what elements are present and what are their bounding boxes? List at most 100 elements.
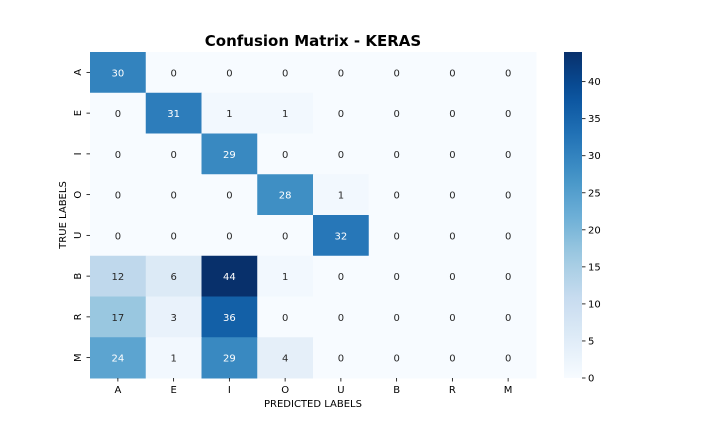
cell-value-label: 31 xyxy=(167,109,180,120)
cell-value-label: 0 xyxy=(505,68,511,79)
cell-value-label: 0 xyxy=(393,272,399,283)
y-axis-ticks: A E I O U B R M xyxy=(73,69,90,362)
heatmap-cell xyxy=(480,133,537,175)
cell-value-label: 1 xyxy=(282,272,288,283)
heatmap-cell xyxy=(480,296,537,338)
heatmap-cell xyxy=(201,255,258,297)
x-axis-label: PREDICTED LABELS xyxy=(264,399,362,410)
colorbar-tick-label: 25 xyxy=(588,188,601,199)
heatmap-cell xyxy=(313,296,370,338)
heatmap-cell xyxy=(145,215,202,257)
cell-value-label: 0 xyxy=(226,68,232,79)
y-tick-label: U xyxy=(73,232,84,239)
cell-value-label: 0 xyxy=(338,354,344,365)
heatmap-cell xyxy=(313,133,370,175)
cell-value-label: 0 xyxy=(170,68,176,79)
cell-value-label: 0 xyxy=(115,109,121,120)
heatmap-cell xyxy=(257,133,314,175)
heatmap-cell xyxy=(145,337,202,379)
x-tick-label: R xyxy=(449,385,456,396)
cell-value-label: 29 xyxy=(223,354,236,365)
cell-value-label: 0 xyxy=(282,150,288,161)
heatmap-cell xyxy=(90,296,147,338)
heatmap-cell xyxy=(90,255,147,297)
cell-value-label: 0 xyxy=(170,231,176,242)
cell-value-label: 0 xyxy=(115,231,121,242)
heatmap-cell xyxy=(313,52,370,94)
heatmap-cell xyxy=(145,296,202,338)
heatmap-cell xyxy=(480,255,537,297)
cell-value-label: 32 xyxy=(335,231,348,242)
cell-value-label: 44 xyxy=(223,272,236,283)
cell-value-label: 0 xyxy=(338,68,344,79)
heatmap-cell xyxy=(424,337,481,379)
heatmap-cell xyxy=(145,133,202,175)
heatmap-cell xyxy=(368,52,425,94)
cell-value-label: 28 xyxy=(279,191,292,202)
cell-value-label: 0 xyxy=(393,313,399,324)
heatmap-cell xyxy=(368,215,425,257)
x-tick-label: M xyxy=(504,385,513,396)
heatmap-cell xyxy=(480,337,537,379)
cell-value-label: 0 xyxy=(393,231,399,242)
heatmap-cell xyxy=(90,215,147,257)
heatmap-cell xyxy=(424,174,481,216)
cell-value-label: 36 xyxy=(223,313,236,324)
cell-value-label: 0 xyxy=(393,68,399,79)
cell-value-label: 0 xyxy=(505,191,511,202)
cell-value-label: 0 xyxy=(505,150,511,161)
cell-value-label: 0 xyxy=(505,109,511,120)
cell-value-label: 0 xyxy=(505,313,511,324)
y-tick-label: A xyxy=(73,69,84,76)
heatmap-cell xyxy=(368,296,425,338)
colorbar-tick-label: 0 xyxy=(588,374,594,385)
heatmap-cell xyxy=(145,174,202,216)
y-tick-label: M xyxy=(73,353,84,362)
y-tick-label: O xyxy=(73,191,84,199)
y-tick-label: B xyxy=(73,273,84,280)
cell-value-label: 0 xyxy=(393,191,399,202)
heatmap-cell xyxy=(201,296,258,338)
cell-value-label: 4 xyxy=(282,354,288,365)
colorbar-tick-label: 30 xyxy=(588,151,601,162)
heatmap-cell xyxy=(424,215,481,257)
y-axis-label: TRUE LABELS xyxy=(58,181,69,250)
heatmap-cell xyxy=(90,52,147,94)
colorbar-tick-label: 20 xyxy=(588,225,601,236)
cell-value-label: 0 xyxy=(170,191,176,202)
cell-value-label: 0 xyxy=(115,191,121,202)
x-tick-label: I xyxy=(228,385,231,396)
cell-value-label: 0 xyxy=(449,272,455,283)
heatmap-cell xyxy=(257,92,314,134)
chart-title: Confusion Matrix - KERAS xyxy=(205,32,421,50)
x-tick-label: B xyxy=(393,385,400,396)
y-tick-label: E xyxy=(73,110,84,116)
heatmap-cell xyxy=(368,255,425,297)
heatmap-cell xyxy=(90,337,147,379)
cell-value-label: 0 xyxy=(449,191,455,202)
cell-value-label: 6 xyxy=(170,272,176,283)
heatmap-cell xyxy=(313,337,370,379)
cell-value-label: 0 xyxy=(282,231,288,242)
colorbar-ticks: 0 5 10 15 20 25 30 35 40 xyxy=(582,77,601,385)
heatmap-cell xyxy=(424,92,481,134)
heatmap-cell xyxy=(480,52,537,94)
heatmap-cell xyxy=(257,215,314,257)
cell-value-label: 0 xyxy=(338,313,344,324)
cell-value-label: 1 xyxy=(170,354,176,365)
cell-value-label: 1 xyxy=(282,109,288,120)
cell-value-label: 0 xyxy=(449,150,455,161)
cell-value-label: 12 xyxy=(112,272,125,283)
heatmap-cell xyxy=(368,337,425,379)
cell-value-label: 0 xyxy=(505,231,511,242)
cell-value-label: 0 xyxy=(449,231,455,242)
x-tick-label: A xyxy=(114,385,121,396)
heatmap-cell xyxy=(424,133,481,175)
heatmap-cell xyxy=(90,174,147,216)
heatmap-cell xyxy=(201,337,258,379)
cell-value-label: 0 xyxy=(449,68,455,79)
cell-value-label: 0 xyxy=(226,191,232,202)
heatmap-cell xyxy=(201,174,258,216)
y-tick-label: R xyxy=(73,313,84,320)
